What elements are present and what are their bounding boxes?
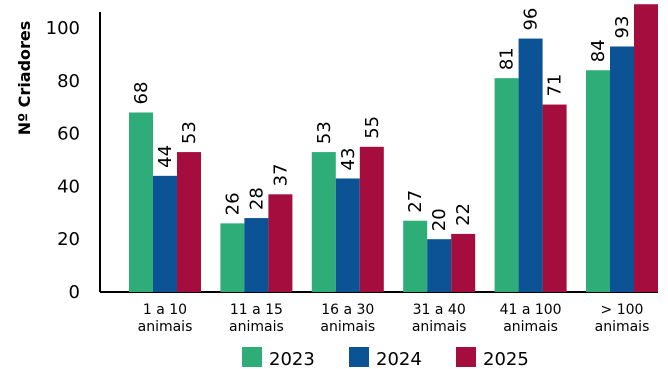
y-tick-label: 60 [57,124,80,145]
x-category-label: animais [229,319,284,335]
value-label: 37 [270,163,291,186]
legend: 2023 2024 2025 [242,347,529,369]
bar-2023-1 [220,223,245,292]
x-category-label: animais [138,319,193,335]
bar-2023-5 [586,70,610,293]
value-label: 22 [453,203,474,226]
value-label: 68 [131,82,152,105]
x-category-label: animais [412,319,467,335]
bar-2024-2 [335,178,360,292]
x-category-label: 11 a 15 [230,302,283,318]
legend-swatch-2024 [349,347,369,367]
legend-swatch-2025 [456,347,476,367]
value-label: 27 [405,190,426,213]
y-tick-label: 100 [46,18,80,39]
legend-label: 2023 [269,349,315,369]
bar-2024-3 [427,239,452,292]
value-label: 81 [497,47,518,70]
bar-2024-5 [610,46,634,293]
x-category-label: 1 a 10 [143,302,187,318]
bar-2024-0 [153,175,177,292]
value-label: 53 [314,121,335,144]
value-label: 43 [338,148,359,171]
bars [129,4,658,293]
x-category-label: animais [595,319,650,335]
value-labels: 6844532628375343552720228196718493109 [131,8,633,232]
x-category-label: > 100 [601,302,644,318]
value-label: 20 [429,208,450,231]
bar-2025-1 [268,194,293,292]
value-label: 93 [612,16,633,39]
value-label: 84 [588,39,609,62]
y-tick-label: 80 [57,71,80,92]
bar-2023-2 [311,152,336,292]
bar-2025-0 [177,152,201,292]
legend-label: 2025 [483,349,529,369]
value-label: 44 [155,145,176,168]
legend-swatch-2023 [242,347,262,367]
y-axis-title: Nº Criadores [15,21,34,136]
bar-2024-4 [518,38,543,293]
bar-2024-1 [244,218,269,292]
value-label: 26 [222,192,243,215]
bar-2025-5 [634,4,658,293]
x-category-label: 31 a 40 [413,302,466,318]
x-category-label: 41 a 100 [500,302,562,318]
bar-2025-4 [542,104,567,292]
bar-2025-2 [359,146,384,292]
bar-2025-3 [451,233,476,292]
bar-2023-3 [403,220,428,292]
value-label: 71 [545,74,566,97]
y-tick-label: 0 [69,282,80,303]
legend-label: 2024 [376,349,422,369]
x-category-label: animais [503,319,558,335]
value-label: 96 [521,8,542,31]
value-label: 28 [246,187,267,210]
value-label: 55 [362,116,383,139]
bar-2023-4 [494,78,519,292]
y-tick-label: 40 [57,176,80,197]
y-tick-label: 20 [57,229,80,250]
bar-2023-0 [129,112,153,292]
x-category-label: animais [320,319,375,335]
y-axis-title-group: Nº Criadores [15,21,34,136]
x-category-label: 16 a 30 [321,302,374,318]
value-label: 53 [179,121,200,144]
